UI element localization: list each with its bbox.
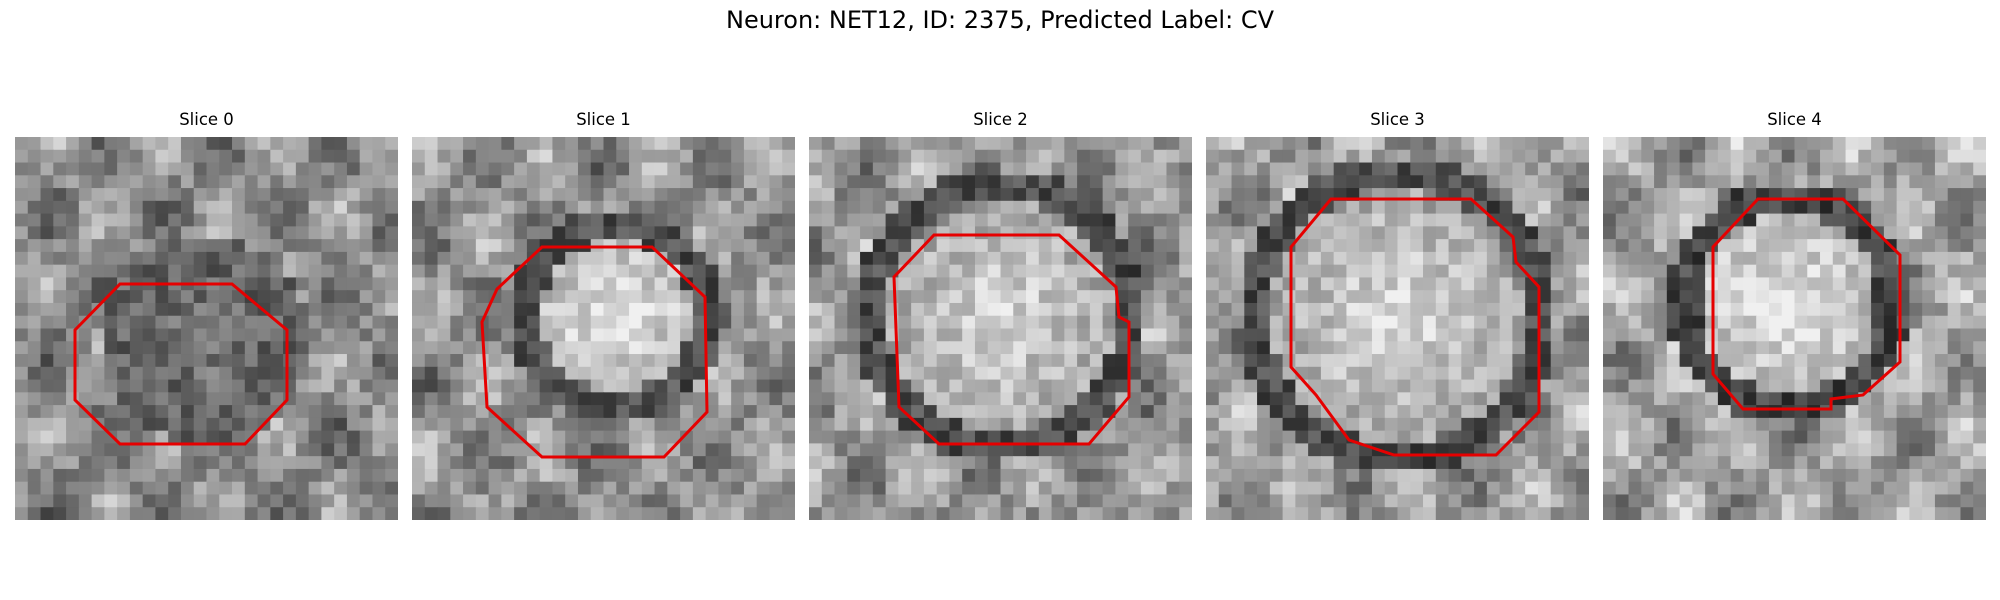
roi-contour: [1711, 197, 1902, 411]
slice-panel-0: Slice 0: [15, 108, 398, 520]
roi-contour: [480, 245, 709, 459]
roi-contour: [892, 233, 1131, 446]
slice-image: [412, 137, 795, 520]
slice-panel-1: Slice 1: [412, 108, 795, 520]
roi-contour: [1289, 197, 1541, 457]
slice-image: [1206, 137, 1589, 520]
slice-image: [809, 137, 1192, 520]
slice-image: [15, 137, 398, 520]
slice-title: Slice 3: [1370, 110, 1425, 129]
slice-panel-4: Slice 4: [1603, 108, 1986, 520]
figure-title: Neuron: NET12, ID: 2375, Predicted Label…: [726, 6, 1274, 34]
slice-panel-3: Slice 3: [1206, 108, 1589, 520]
slice-title: Slice 2: [973, 110, 1028, 129]
slice-title: Slice 0: [179, 110, 234, 129]
slice-title: Slice 1: [576, 110, 631, 129]
slice-panel-2: Slice 2: [809, 108, 1192, 520]
roi-contour: [73, 282, 289, 446]
slice-image: [1603, 137, 1986, 520]
slice-title: Slice 4: [1767, 110, 1822, 129]
